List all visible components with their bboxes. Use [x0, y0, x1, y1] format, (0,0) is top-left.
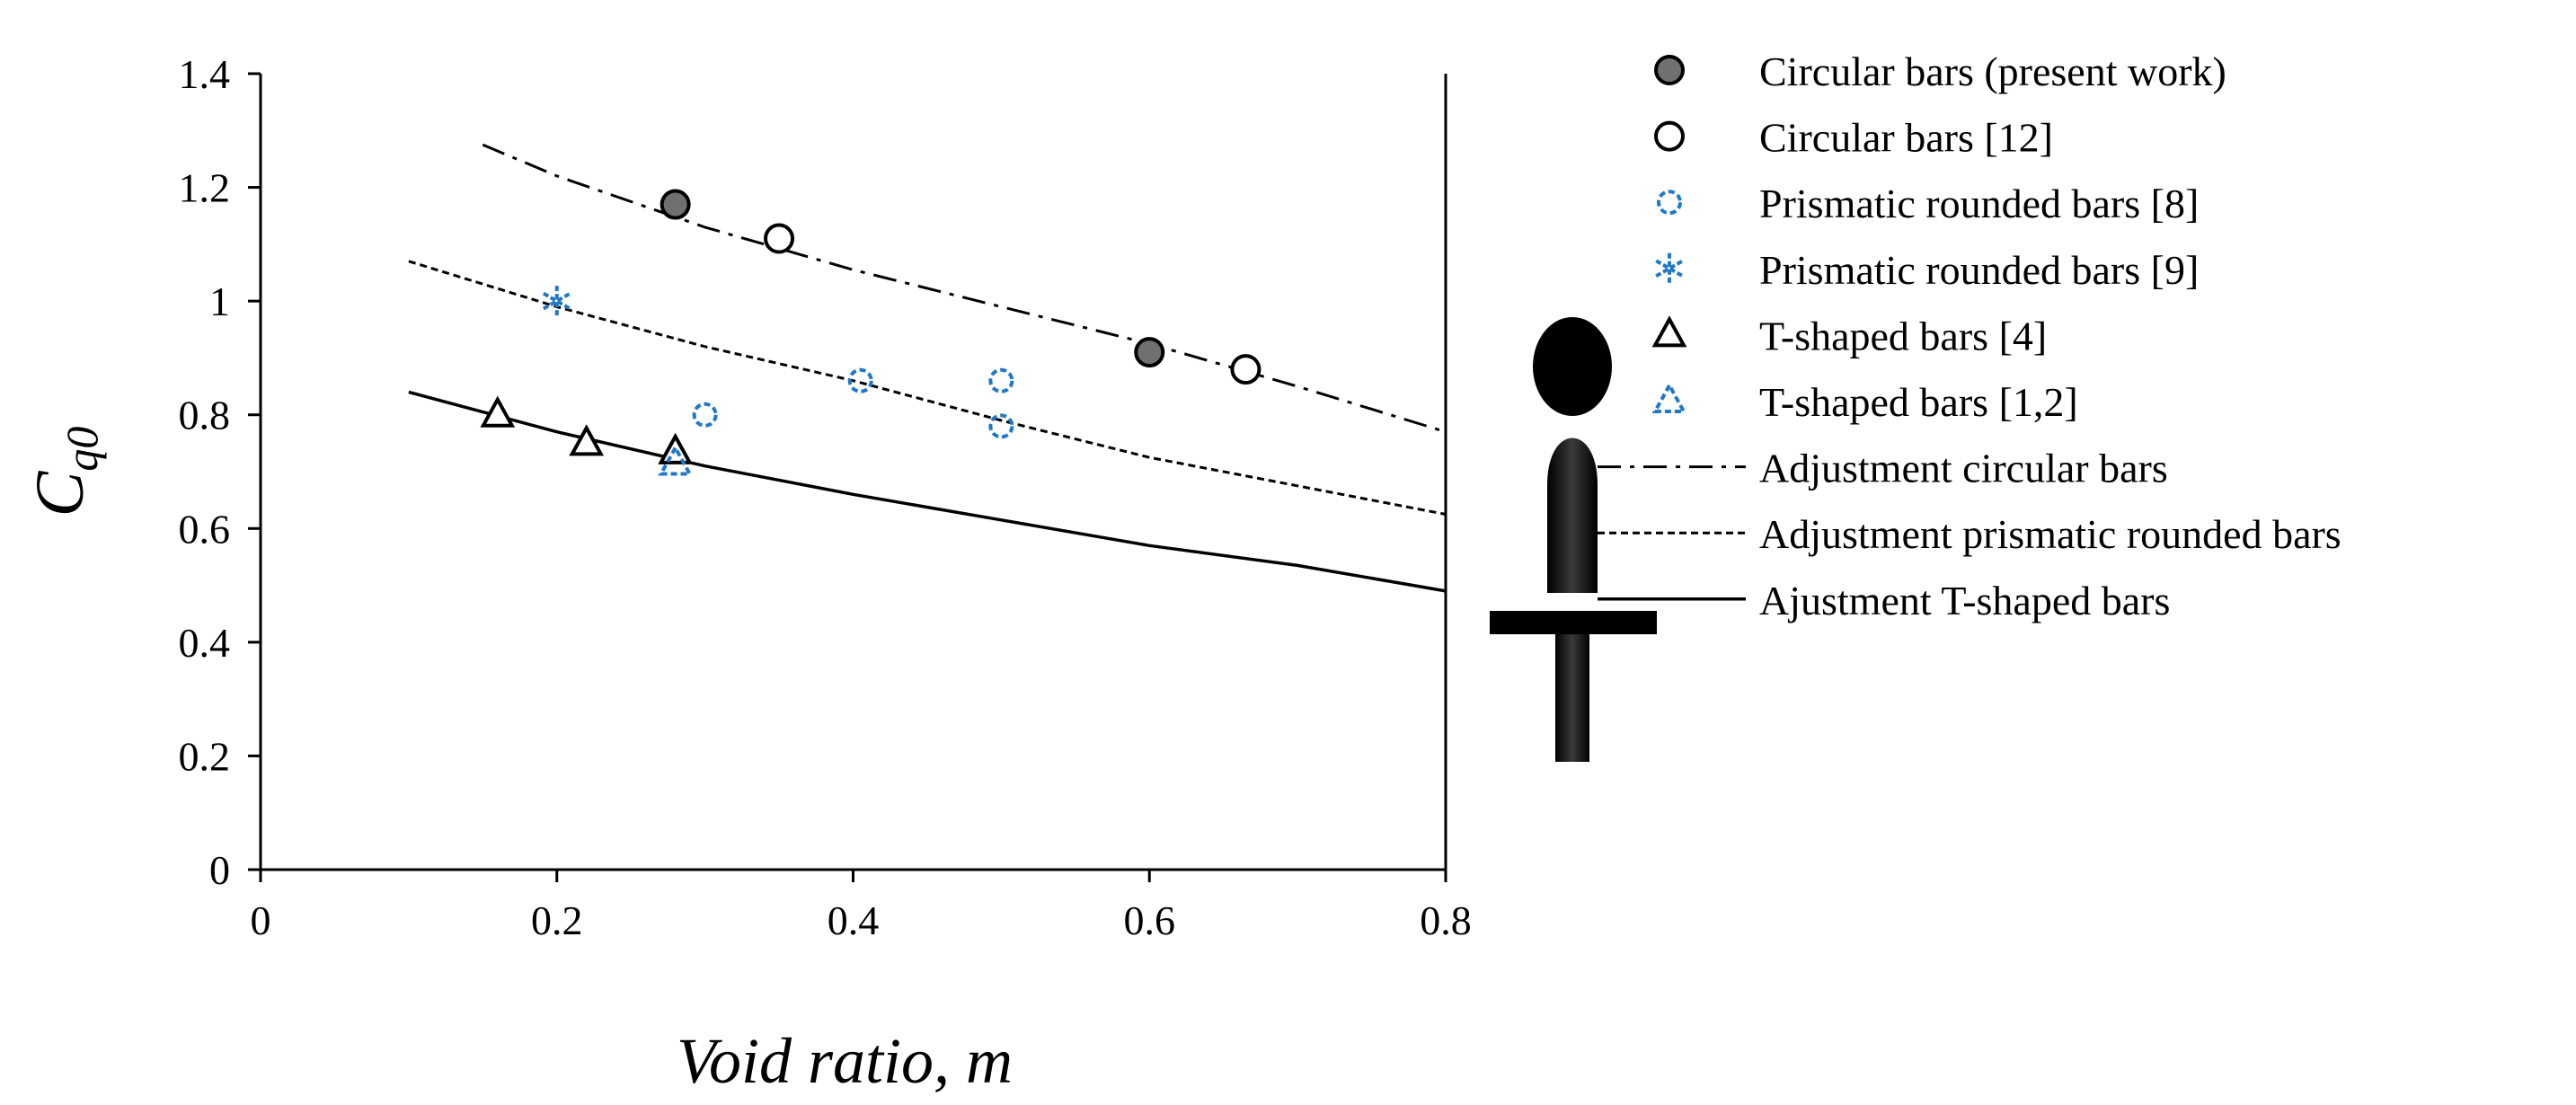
x-tick-label: 0.4: [828, 897, 880, 943]
y-tick-label: 0.4: [179, 620, 231, 666]
bar-shapes-illustration: [1490, 317, 1657, 762]
x-tick-label: 0.2: [531, 897, 583, 943]
data-point: [988, 413, 1014, 439]
legend-marker: [1654, 55, 1685, 85]
y-tick-label: 1.4: [179, 51, 231, 97]
t-bar-flange-shape: [1490, 611, 1657, 634]
x-tick-label: 0.8: [1420, 897, 1472, 943]
circular-bar-shape: [1533, 317, 1612, 416]
prismatic-rounded-bar-shape: [1547, 438, 1598, 593]
curve-dash-dot: [482, 143, 1447, 434]
y-tick-label: 1: [209, 278, 230, 324]
legend-marker: [1655, 252, 1684, 284]
data-point: [658, 444, 694, 476]
legend-label: T-shaped bars [1,2]: [1759, 379, 2078, 425]
data-point: [569, 424, 605, 456]
legend-label: Ajustment T-shaped bars: [1759, 578, 2170, 623]
legend: Circular bars (present work) Circular bar…: [1598, 49, 2341, 623]
t-bar-web-shape: [1555, 634, 1589, 762]
y-tick-label: 0: [209, 847, 230, 893]
curve-solid: [408, 390, 1447, 593]
curve-dotted: [408, 260, 1447, 516]
y-axis-title: Cq0: [22, 427, 107, 517]
x-tick-label: 0.6: [1124, 897, 1176, 943]
x-axis-title: Void ratio, m: [677, 1025, 1013, 1097]
y-axis-title-main: C: [22, 470, 98, 517]
legend-label: Adjustment prismatic rounded bars: [1759, 511, 2341, 557]
data-point: [1134, 337, 1165, 368]
legend-marker: [1651, 381, 1687, 413]
data-point: [1230, 354, 1261, 385]
legend-marker: [1654, 120, 1685, 152]
legend-label: Circular bars (present work): [1759, 49, 2226, 94]
data-point: [542, 286, 571, 317]
fitted-curves: [408, 143, 1447, 593]
legend-label: Circular bars [12]: [1759, 115, 2053, 161]
y-axis-title-subscript: q0: [57, 427, 107, 472]
data-point: [988, 367, 1014, 393]
y-tick-label: 0.6: [179, 506, 231, 552]
x-tick-label: 0: [251, 897, 271, 943]
data-points: [480, 189, 1261, 476]
y-tick-label: 0.2: [179, 733, 231, 779]
legend-marker: [1651, 315, 1687, 348]
legend-marker: [1657, 190, 1682, 216]
legend-label: T-shaped bars [4]: [1759, 313, 2047, 358]
legend-label: Prismatic rounded bars [8]: [1759, 181, 2199, 226]
legend-label: Prismatic rounded bars [9]: [1759, 247, 2199, 293]
plot-area: [259, 74, 1447, 871]
data-point: [847, 367, 873, 393]
data-point: [692, 402, 718, 428]
data-point: [764, 223, 795, 254]
data-point: [659, 189, 691, 220]
data-point: [480, 395, 516, 428]
legend-label: Adjustment circular bars: [1759, 446, 2168, 491]
axis-ticks: 0 0.2 0.4 0.6 0.8 0 0.2 0.4 0.6 0.8 1 1.2 1.4: [179, 51, 1472, 943]
y-tick-label: 0.8: [179, 393, 231, 438]
y-tick-label: 1.2: [179, 165, 231, 211]
